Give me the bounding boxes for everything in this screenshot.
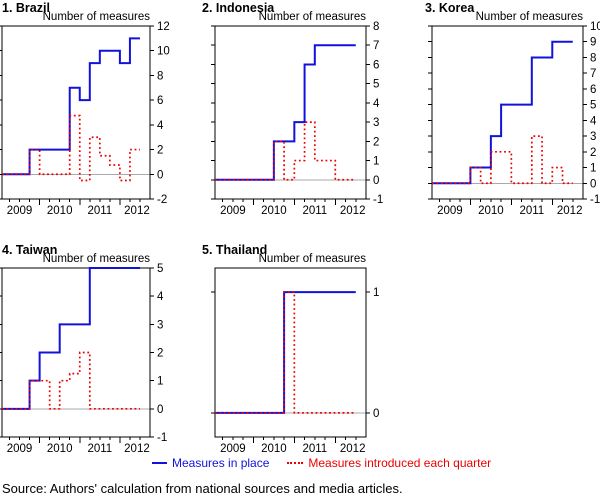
svg-text:8: 8: [590, 52, 596, 64]
svg-text:3: 3: [157, 319, 163, 331]
svg-text:4: 4: [157, 291, 164, 303]
svg-text:2012: 2012: [340, 443, 366, 455]
svg-text:2010: 2010: [47, 443, 73, 455]
svg-text:8: 8: [373, 21, 379, 33]
svg-text:-1: -1: [157, 432, 167, 444]
panel-plot-2: 2009 2010 2011 2012 -1 0 1 2 3 4 5 6 7 8: [211, 21, 383, 217]
svg-text:2010: 2010: [261, 443, 287, 455]
svg-text:7: 7: [373, 40, 379, 52]
legend-label-measures-introduced: Measures introduced each quarter: [308, 456, 492, 470]
svg-text:0: 0: [373, 175, 379, 187]
solid-line-marker: [152, 462, 167, 464]
svg-text:2: 2: [590, 147, 596, 159]
svg-text:10: 10: [590, 21, 600, 33]
panel-title-indonesia: 2. Indonesia: [202, 1, 275, 15]
svg-text:6: 6: [373, 59, 379, 71]
svg-text:8: 8: [157, 70, 163, 82]
svg-text:9: 9: [590, 37, 596, 49]
panel-plot-4: 2009 2010 2011 2012 -1 0 1 2 3 4 5: [0, 263, 167, 455]
svg-text:1: 1: [157, 376, 163, 388]
svg-text:5: 5: [590, 100, 596, 112]
footnote: Source: Authors' calculation from nation…: [2, 481, 403, 493]
svg-text:2009: 2009: [220, 205, 246, 217]
panel-title-thailand: 5. Thailand: [202, 243, 268, 257]
svg-text:5: 5: [157, 263, 163, 275]
svg-text:2009: 2009: [437, 205, 463, 217]
svg-text:2011: 2011: [87, 205, 112, 217]
svg-text:2009: 2009: [7, 205, 33, 217]
svg-text:12: 12: [157, 21, 170, 33]
svg-text:-1: -1: [373, 194, 383, 206]
svg-text:4: 4: [590, 115, 597, 127]
svg-text:0: 0: [373, 408, 379, 420]
svg-text:1: 1: [590, 163, 596, 175]
svg-text:6: 6: [590, 84, 596, 96]
y-axis-title-thailand: Number of measures: [258, 253, 366, 265]
dotted-line-marker: [287, 462, 304, 464]
svg-text:6: 6: [157, 95, 163, 107]
y-axis-title-indonesia: Number of measures: [258, 11, 366, 23]
svg-text:-2: -2: [157, 194, 167, 206]
svg-text:2: 2: [157, 348, 163, 360]
y-axis-title-brazil: Number of measures: [42, 11, 150, 23]
svg-text:2010: 2010: [478, 205, 504, 217]
svg-text:-1: -1: [590, 194, 600, 206]
svg-text:2009: 2009: [220, 443, 246, 455]
legend: Measures in place Measures introduced ea…: [152, 456, 491, 470]
panel-plot-3: 2009 2010 2011 2012 -1 0 1 2 3 4 5 6 7 8 9 10: [428, 21, 600, 217]
svg-text:4: 4: [373, 98, 380, 110]
svg-text:0: 0: [157, 404, 163, 416]
svg-text:3: 3: [373, 117, 379, 129]
svg-text:2: 2: [373, 136, 379, 148]
panel-plot-1: 2009 2010 2011 2012 -2 0 2 4 6 8 10 12: [0, 21, 170, 217]
panel-title-taiwan: 4. Taiwan: [2, 243, 58, 257]
svg-text:2010: 2010: [261, 205, 287, 217]
svg-text:2011: 2011: [87, 443, 112, 455]
svg-text:7: 7: [590, 68, 596, 80]
svg-text:1: 1: [373, 287, 379, 299]
legend-item-measures-introduced: Measures introduced each quarter: [287, 456, 491, 470]
panel-title-korea: 3. Korea: [425, 1, 475, 15]
svg-text:2010: 2010: [47, 205, 73, 217]
svg-text:10: 10: [157, 46, 170, 58]
svg-text:2012: 2012: [340, 205, 366, 217]
legend-label-measures-in-place: Measures in place: [172, 456, 270, 470]
svg-text:5: 5: [373, 79, 379, 91]
y-axis-title-korea: Number of measures: [475, 11, 583, 23]
svg-text:2: 2: [157, 145, 163, 157]
svg-text:3: 3: [590, 131, 596, 143]
svg-text:2012: 2012: [557, 205, 583, 217]
svg-text:2012: 2012: [124, 205, 150, 217]
svg-text:4: 4: [157, 120, 164, 132]
panel-plot-5: 2009 2010 2011 2012 0 1: [211, 267, 379, 455]
svg-text:2011: 2011: [302, 443, 327, 455]
svg-text:1: 1: [373, 156, 379, 168]
svg-text:2011: 2011: [519, 205, 544, 217]
panel-title-brazil: 1. Brazil: [2, 1, 50, 15]
svg-text:2009: 2009: [7, 443, 33, 455]
y-axis-title-taiwan: Number of measures: [42, 253, 150, 265]
svg-text:0: 0: [590, 178, 596, 190]
legend-item-measures-in-place: Measures in place: [152, 456, 269, 470]
svg-text:2012: 2012: [124, 443, 150, 455]
svg-text:2011: 2011: [302, 205, 327, 217]
svg-text:0: 0: [157, 169, 163, 181]
